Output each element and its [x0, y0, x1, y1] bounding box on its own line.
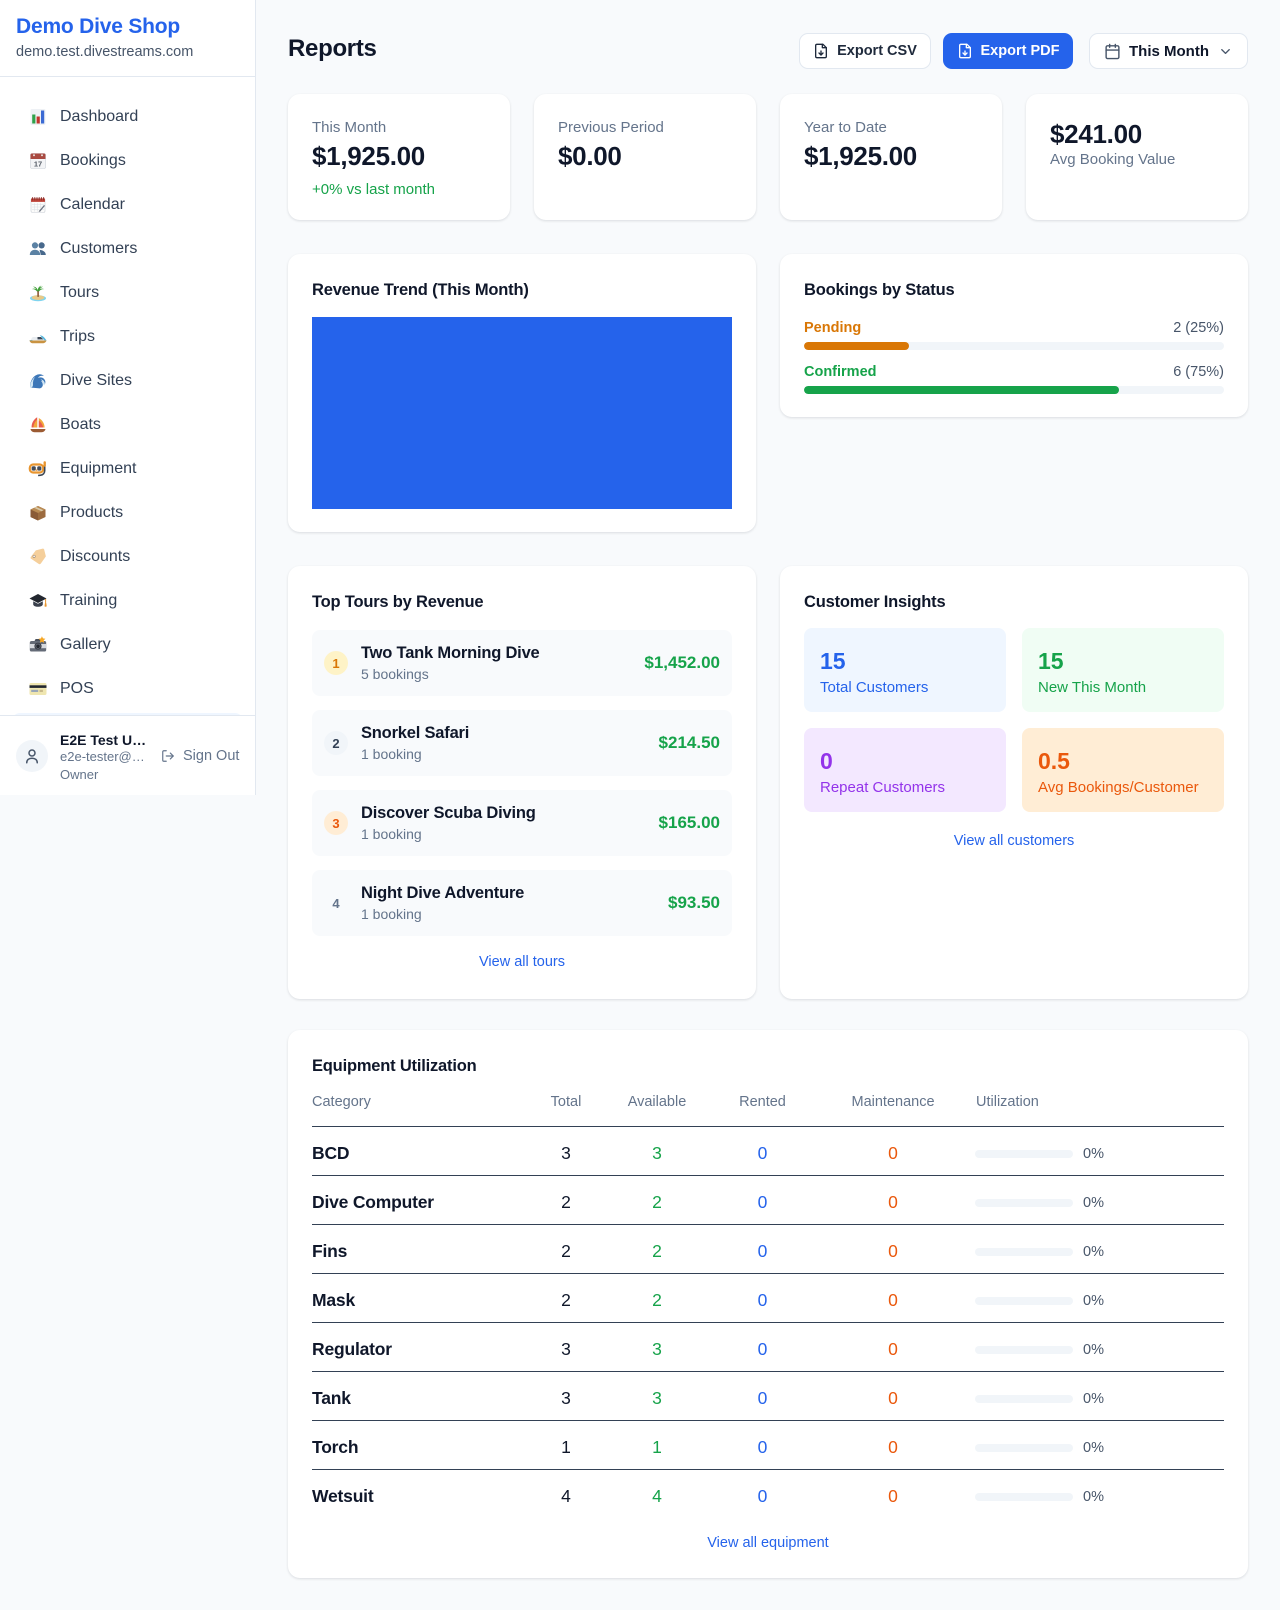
svg-text:17: 17 — [34, 159, 42, 168]
